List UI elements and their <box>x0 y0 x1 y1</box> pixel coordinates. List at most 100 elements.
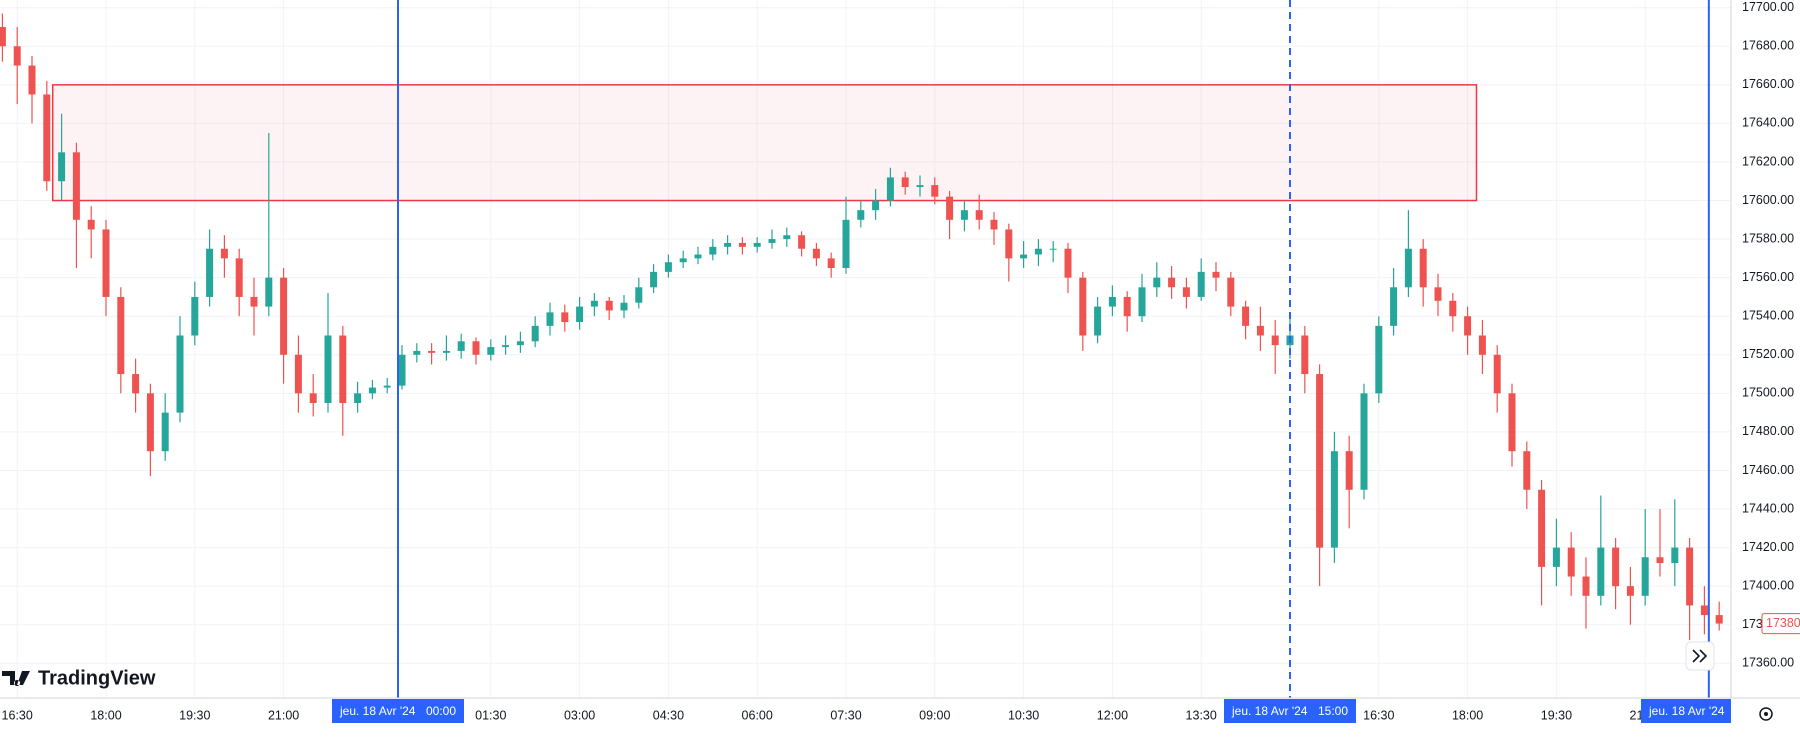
candle-body <box>1079 277 1087 336</box>
marker-label-bg <box>1224 699 1356 723</box>
candle-body <box>28 65 36 95</box>
candle-body <box>176 335 184 413</box>
y-tick-label: 17640.00 <box>1742 116 1794 130</box>
y-tick-label: 17400.00 <box>1742 578 1794 592</box>
candle-body <box>546 312 554 326</box>
candle-body <box>1005 229 1013 259</box>
candle-body <box>1375 325 1383 394</box>
candle-body <box>132 374 140 394</box>
candle-body <box>398 354 406 386</box>
candle-body <box>1316 374 1324 548</box>
candle-body <box>1700 605 1708 616</box>
candle-body <box>605 300 613 311</box>
y-tick-label: 17700.00 <box>1742 0 1794 14</box>
y-tick-label: 17360.00 <box>1742 656 1794 670</box>
x-tick-label: 06:00 <box>742 708 773 722</box>
x-tick-label: 16:30 <box>1363 708 1394 722</box>
candle-body <box>1242 306 1250 326</box>
marker-time: 00:00 <box>426 704 456 718</box>
y-tick-label: 17500.00 <box>1742 386 1794 400</box>
candles <box>0 13 1723 641</box>
candle-body <box>1493 354 1501 394</box>
candle-body <box>516 341 524 346</box>
candle-body <box>1464 316 1472 336</box>
candle-body <box>1626 586 1634 596</box>
candle-body <box>1345 451 1353 490</box>
candle-body <box>161 412 169 452</box>
candle-body <box>1182 287 1190 297</box>
candle-body <box>1671 547 1679 564</box>
candle-body <box>812 248 820 259</box>
candle-body <box>620 302 628 311</box>
marker-date: jeu. 18 Avr '24 <box>1231 704 1308 718</box>
candle-body <box>1552 547 1560 567</box>
candle-body <box>1523 451 1531 490</box>
x-tick-label: 19:30 <box>179 708 210 722</box>
settings-button[interactable] <box>1759 707 1773 721</box>
overlay <box>397 0 1710 698</box>
candle-body <box>827 258 835 269</box>
candle-body <box>901 177 909 188</box>
x-tick-label: 18:00 <box>90 708 121 722</box>
x-tick-label: 07:30 <box>830 708 861 722</box>
logo-mark <box>2 671 30 686</box>
candle-body <box>1449 300 1457 317</box>
marker-date: jeu. 18 Avr '24 <box>339 704 416 718</box>
candle-body <box>1390 287 1398 326</box>
candle-body <box>191 296 199 336</box>
x-tick-label: 04:30 <box>653 708 684 722</box>
candle-body <box>265 277 273 307</box>
candle-body <box>324 335 332 403</box>
candle-body <box>857 210 865 220</box>
candle-body <box>679 258 687 263</box>
candle-body <box>220 248 228 259</box>
scroll-button[interactable] <box>1685 641 1715 671</box>
candle-body <box>724 242 732 247</box>
last-price-bg <box>1761 613 1800 635</box>
candle-body <box>1256 325 1264 336</box>
candle-body <box>383 385 391 388</box>
candle-body <box>1567 547 1575 577</box>
candle-body <box>798 235 806 249</box>
candle-body <box>664 262 672 272</box>
y-tick-label: 17420.00 <box>1742 540 1794 554</box>
candle-body <box>1064 248 1072 278</box>
zone-layer <box>51 84 1478 202</box>
candle-body <box>428 350 436 353</box>
candle-body <box>886 177 894 201</box>
candle-body <box>250 296 258 307</box>
candle-body <box>1478 335 1486 355</box>
candle-body <box>1597 547 1605 596</box>
candle-body <box>309 393 317 403</box>
y-tick-label: 17660.00 <box>1742 77 1794 91</box>
candle-body <box>694 254 702 259</box>
candle-body <box>1227 277 1235 307</box>
candle-body <box>235 258 243 297</box>
candle-body <box>872 200 880 211</box>
candle-body <box>783 235 791 240</box>
marker-date: jeu. 18 Avr '24 <box>1648 704 1725 718</box>
candle-body <box>43 94 51 182</box>
candle-body <box>531 325 539 342</box>
candle-body <box>1301 335 1309 375</box>
last-price-label: 17380.60 <box>1766 616 1800 630</box>
y-tick-label: 17580.00 <box>1742 231 1794 245</box>
settings-icon-center <box>1764 712 1768 716</box>
candle-body <box>354 393 362 403</box>
candle-body <box>975 210 983 220</box>
settings-icon[interactable] <box>1759 707 1773 721</box>
candle-body <box>13 46 21 66</box>
y-tick-label: 17560.00 <box>1742 270 1794 284</box>
candle-body <box>1049 248 1057 250</box>
x-tick-label: 18:00 <box>1452 708 1483 722</box>
candle-body <box>442 350 450 353</box>
candle-body <box>1108 296 1116 307</box>
candle-body <box>206 248 214 297</box>
candle-body <box>294 354 302 394</box>
scroll-icon <box>1692 649 1708 663</box>
candle-body <box>1271 335 1279 346</box>
x-tick-label: 12:00 <box>1097 708 1128 722</box>
candle-body <box>1020 254 1028 259</box>
candle-body <box>960 210 968 220</box>
